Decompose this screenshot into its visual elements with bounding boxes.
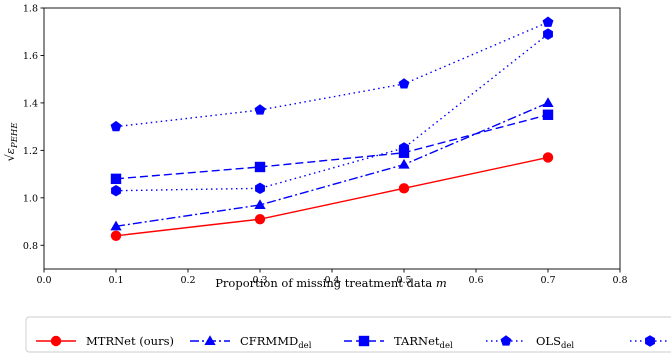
legend-item: CFde	[630, 335, 670, 347]
data-point	[398, 183, 410, 194]
data-point	[542, 152, 554, 163]
legend-marker	[204, 335, 216, 346]
legend-label: TARNetdel	[394, 334, 453, 351]
x-tick-label: 0.1	[108, 275, 123, 286]
series-line	[115, 21, 549, 128]
series-0	[110, 152, 554, 241]
data-point	[542, 16, 554, 27]
data-point	[254, 199, 266, 209]
data-point	[111, 184, 121, 197]
data-point	[110, 120, 122, 132]
data-point	[543, 28, 553, 40]
x-tick-label: 0.5	[396, 275, 411, 286]
series-line	[115, 114, 549, 180]
x-tick-label: 0.8	[612, 275, 627, 286]
data-point	[110, 173, 122, 185]
data-point	[398, 158, 410, 169]
series-4	[111, 28, 553, 197]
x-tick-label: 0.3	[252, 275, 267, 286]
x-tick-label: 0.4	[324, 275, 339, 286]
legend-marker	[645, 335, 655, 347]
y-tick-label: 0.8	[23, 241, 38, 252]
legend-label: MTRNet (ours)	[86, 334, 174, 348]
series-layer	[110, 16, 554, 241]
y-tick-label: 1.2	[23, 146, 38, 157]
legend-item: MTRNet (ours)	[36, 334, 174, 348]
data-point	[542, 109, 554, 120]
x-tick-label: 0.2	[180, 275, 195, 286]
legend-marker	[500, 335, 512, 346]
data-point	[110, 230, 122, 241]
legend-item: CFRMMDdel	[190, 334, 312, 351]
legend-marker	[358, 335, 370, 347]
legend: MTRNet (ours)CFRMMDdelTARNetdelOLSdelCFd…	[25, 316, 671, 353]
series-2	[110, 109, 554, 185]
data-point	[254, 104, 266, 115]
legend-marker	[50, 335, 62, 347]
series-1	[110, 97, 554, 231]
series-line	[115, 33, 549, 192]
legend-item: TARNetdel	[344, 334, 453, 351]
data-point	[398, 78, 410, 89]
y-tick-label: 1.6	[23, 51, 38, 62]
series-line	[115, 102, 549, 227]
legend-label: CFRMMDdel	[240, 334, 312, 351]
y-tick-label: 1.8	[23, 4, 38, 15]
y-axis-label: √εPEHE	[3, 122, 20, 162]
series-line	[115, 156, 549, 237]
data-point	[254, 213, 266, 225]
plot-frame	[43, 7, 621, 270]
x-axis-label: Proportion of missing treatment data m	[215, 276, 447, 290]
data-point	[542, 97, 554, 107]
data-point	[255, 182, 265, 195]
data-point	[254, 161, 266, 173]
x-tick-label: 0.7	[540, 275, 555, 286]
data-point	[399, 142, 409, 154]
y-tick-label: 1.4	[23, 98, 38, 109]
series-3	[110, 16, 554, 132]
x-tick-label: 0.0	[36, 275, 51, 286]
x-tick-label: 0.6	[468, 275, 483, 286]
data-point	[110, 220, 122, 231]
axes: 0.0 0.1 0.2 0.3 0.4 0.5 0.6 0.7 0.8 0.8 1.0 1.2 1.4 1…	[23, 4, 628, 287]
y-tick-label: 1.0	[23, 193, 38, 204]
